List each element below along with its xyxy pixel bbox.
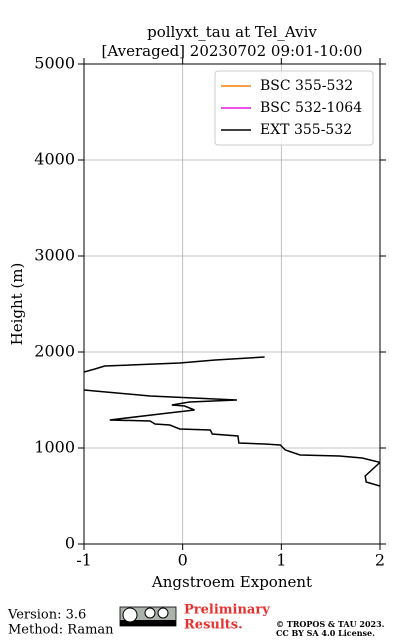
x-tick-label: 1	[276, 551, 286, 570]
x-tick-label: 2	[375, 551, 385, 570]
preliminary-line1: Preliminary	[184, 603, 270, 618]
y-tick-label: 1000	[34, 438, 75, 457]
version: Version: 3.6	[7, 608, 86, 623]
legend-label: EXT 355-532	[260, 122, 352, 138]
chart-title: pollyxt_tau at Tel_Aviv	[147, 23, 317, 41]
y-tick-label: 2000	[34, 342, 75, 361]
plot-frame	[83, 63, 381, 545]
copyright: © TROPOS & TAU 2023.	[276, 619, 385, 629]
y-tick-label: 3000	[34, 246, 75, 265]
y-tick-label: 4000	[34, 150, 75, 169]
x-tick-label: -1	[76, 551, 92, 570]
x-tick-label: 0	[178, 551, 188, 570]
chart-subtitle: [Averaged] 20230702 09:01-10:00	[102, 42, 363, 60]
method: Method: Raman	[8, 623, 114, 638]
y-tick-label: 5000	[34, 54, 75, 73]
x-axis-label: Angstroem Exponent	[151, 573, 312, 591]
y-axis-label: Height (m)	[8, 263, 26, 346]
cc-logo	[119, 606, 177, 627]
y-tick-label: 0	[65, 534, 75, 553]
legend-label: BSC 355-532	[260, 78, 353, 94]
data-line	[84, 356, 380, 487]
license: CC BY SA 4.0 License.	[276, 628, 375, 638]
legend-box	[214, 70, 374, 146]
legend-label: BSC 532-1064	[260, 100, 362, 116]
preliminary-line2: Results.	[184, 618, 243, 633]
